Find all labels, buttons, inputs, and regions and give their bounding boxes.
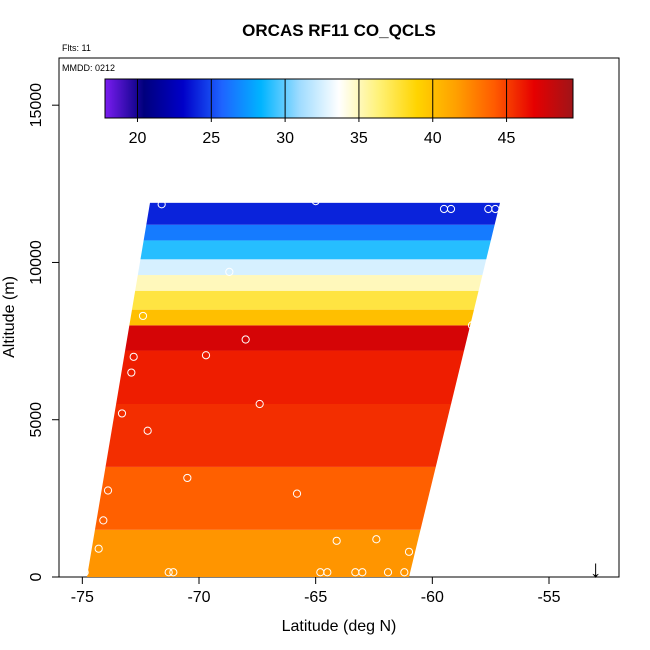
observation-point bbox=[323, 568, 332, 577]
colorbar-ticks: 20 25 30 35 40 45 bbox=[129, 79, 516, 147]
observation-point bbox=[400, 568, 409, 577]
observation-point bbox=[80, 568, 89, 577]
observation-point bbox=[129, 352, 138, 361]
heatmap-layer bbox=[87, 309, 500, 326]
observation-point bbox=[241, 335, 250, 344]
observation-point bbox=[78, 566, 87, 575]
observation-point bbox=[372, 535, 381, 544]
y-axis: 0 5000 10000 15000 bbox=[28, 83, 59, 581]
heatmap-layer bbox=[87, 259, 500, 276]
observation-point bbox=[117, 409, 127, 418]
observation-point bbox=[164, 568, 173, 577]
y-axis-label: Altitude (m) bbox=[1, 276, 18, 358]
observation-point bbox=[94, 544, 103, 553]
colorbar: 20 25 30 35 40 45 bbox=[104, 78, 574, 147]
colorbar-tick-label: 40 bbox=[424, 130, 442, 147]
y-tick-label: 0 bbox=[28, 572, 45, 581]
x-tick-label: -65 bbox=[304, 589, 327, 606]
observation-point bbox=[103, 486, 113, 495]
x-tick-label: -55 bbox=[537, 589, 560, 606]
observation-point bbox=[201, 351, 211, 360]
heatmap-layer bbox=[87, 466, 500, 530]
heatmap-layer bbox=[87, 202, 500, 225]
observation-point bbox=[169, 568, 178, 577]
observation-point bbox=[157, 200, 166, 209]
observation-point bbox=[99, 516, 108, 525]
observation-point bbox=[383, 568, 393, 577]
down-arrow-icon: ↓ bbox=[590, 556, 602, 583]
mmdd-annotation: MMDD: 0212 bbox=[62, 63, 115, 73]
x-axis-label: Latitude (deg N) bbox=[282, 618, 397, 635]
observation-point bbox=[225, 267, 234, 276]
observation-point bbox=[404, 547, 414, 556]
observation-point bbox=[472, 314, 481, 324]
y-tick-label: 5000 bbox=[28, 402, 45, 438]
observation-point bbox=[99, 418, 108, 427]
observation-point bbox=[117, 314, 127, 324]
observation-point bbox=[311, 197, 320, 206]
observation-point bbox=[108, 343, 117, 352]
heatmap-layer bbox=[87, 224, 500, 241]
observation-point bbox=[183, 473, 192, 483]
x-tick-label: -60 bbox=[421, 589, 444, 606]
heatmap-layer bbox=[87, 529, 500, 577]
co-heatmap bbox=[87, 202, 500, 577]
chart-title: ORCAS RF11 CO_QCLS bbox=[242, 21, 436, 40]
observation-point bbox=[292, 489, 302, 498]
observation-point bbox=[467, 321, 477, 330]
heatmap-layer bbox=[87, 240, 500, 260]
heatmap-layer bbox=[87, 325, 500, 351]
observation-point bbox=[87, 494, 96, 503]
colorbar-tick-label: 25 bbox=[202, 130, 220, 147]
heatmap-layer bbox=[87, 350, 500, 404]
observation-points bbox=[78, 197, 500, 577]
colorbar-tick-label: 30 bbox=[276, 130, 294, 147]
x-axis: -75 -70 -65 -60 -55 bbox=[71, 577, 561, 606]
y-tick-label: 15000 bbox=[28, 83, 45, 128]
y-tick-label: 10000 bbox=[28, 240, 45, 285]
heatmap-layer bbox=[87, 275, 500, 291]
observation-point bbox=[491, 204, 500, 214]
observation-point bbox=[143, 426, 152, 435]
observation-point bbox=[358, 568, 367, 577]
observation-point bbox=[138, 311, 148, 321]
colorbar-tick-label: 20 bbox=[129, 130, 147, 147]
colorbar-tick-label: 35 bbox=[350, 130, 368, 147]
observation-point bbox=[332, 536, 341, 545]
x-tick-label: -70 bbox=[187, 589, 210, 606]
colorbar-fill bbox=[104, 78, 574, 119]
colorbar-tick-label: 45 bbox=[498, 130, 516, 147]
observation-point bbox=[446, 204, 456, 214]
heatmap-layer bbox=[87, 404, 500, 467]
observation-point bbox=[127, 368, 136, 377]
flights-annotation: Flts: 11 bbox=[62, 43, 91, 53]
x-tick-label: -75 bbox=[71, 589, 94, 606]
observation-point bbox=[255, 399, 264, 409]
heatmap-layer bbox=[87, 290, 500, 310]
